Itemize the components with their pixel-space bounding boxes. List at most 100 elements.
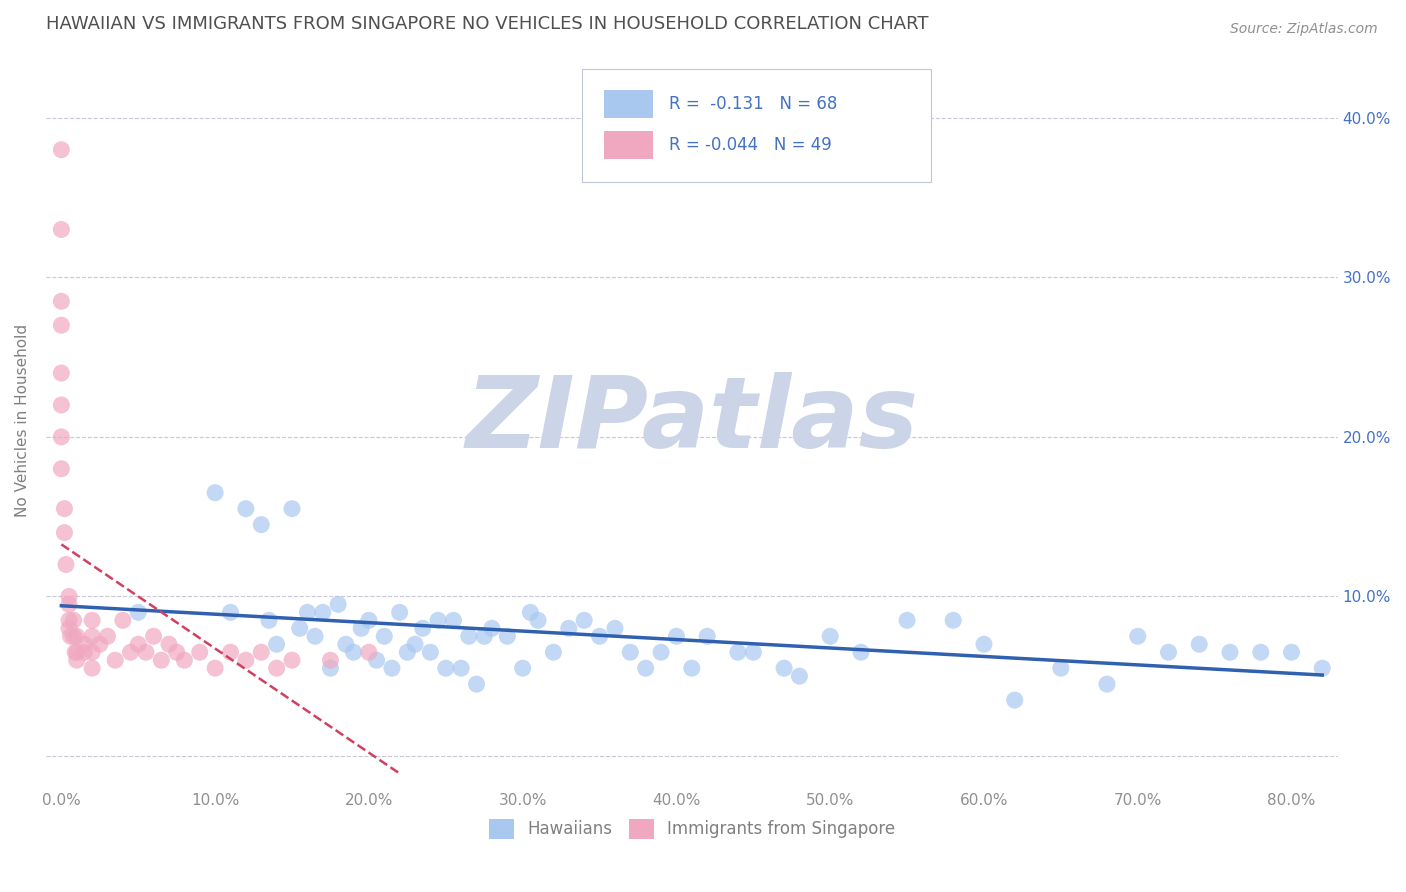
- Point: [104, 653, 127, 667]
- Point: [942, 613, 965, 627]
- Point: [55, 558, 77, 572]
- Point: [82, 629, 104, 643]
- Point: [51, 366, 73, 380]
- Point: [51, 462, 73, 476]
- Point: [1310, 661, 1333, 675]
- Point: [481, 621, 503, 635]
- Point: [82, 645, 104, 659]
- Point: [120, 645, 142, 659]
- Point: [727, 645, 749, 659]
- Point: [319, 661, 342, 675]
- Point: [257, 613, 280, 627]
- Point: [1281, 645, 1303, 659]
- Point: [357, 645, 380, 659]
- Text: R = -0.044   N = 49: R = -0.044 N = 49: [669, 136, 831, 154]
- Point: [619, 645, 641, 659]
- Point: [281, 653, 304, 667]
- Point: [235, 501, 257, 516]
- Point: [58, 613, 80, 627]
- Point: [519, 605, 541, 619]
- Point: [58, 621, 80, 635]
- Point: [266, 637, 288, 651]
- Point: [357, 613, 380, 627]
- Point: [1004, 693, 1026, 707]
- Point: [63, 645, 86, 659]
- Text: R =  -0.131   N = 68: R = -0.131 N = 68: [669, 95, 837, 113]
- Point: [650, 645, 672, 659]
- Point: [127, 605, 149, 619]
- Point: [89, 637, 111, 651]
- Point: [558, 621, 581, 635]
- Point: [773, 661, 796, 675]
- Point: [51, 398, 73, 412]
- Point: [1188, 637, 1211, 651]
- Point: [1219, 645, 1241, 659]
- Y-axis label: No Vehicles in Household: No Vehicles in Household: [15, 325, 30, 517]
- Point: [742, 645, 765, 659]
- Point: [235, 653, 257, 667]
- Point: [603, 621, 626, 635]
- Point: [204, 661, 226, 675]
- Point: [127, 637, 149, 651]
- Point: [281, 501, 304, 516]
- Point: [404, 637, 426, 651]
- FancyBboxPatch shape: [605, 131, 652, 159]
- Point: [434, 661, 457, 675]
- Point: [419, 645, 441, 659]
- Point: [53, 525, 76, 540]
- Point: [111, 613, 134, 627]
- Point: [66, 653, 89, 667]
- Point: [82, 661, 104, 675]
- Point: [53, 501, 76, 516]
- Point: [62, 613, 84, 627]
- Point: [696, 629, 718, 643]
- Point: [366, 653, 388, 667]
- Point: [543, 645, 565, 659]
- Point: [66, 629, 89, 643]
- Point: [312, 605, 335, 619]
- Point: [59, 629, 82, 643]
- Point: [142, 629, 165, 643]
- Point: [572, 613, 595, 627]
- Point: [412, 621, 434, 635]
- Point: [512, 661, 534, 675]
- Point: [472, 629, 495, 643]
- Point: [381, 661, 404, 675]
- Point: [1095, 677, 1118, 691]
- Point: [204, 485, 226, 500]
- Point: [51, 222, 73, 236]
- Point: [304, 629, 326, 643]
- Point: [681, 661, 703, 675]
- Point: [166, 645, 188, 659]
- Point: [818, 629, 841, 643]
- Point: [82, 613, 104, 627]
- Text: ZIPatlas: ZIPatlas: [465, 373, 918, 469]
- Point: [527, 613, 550, 627]
- Point: [588, 629, 610, 643]
- FancyBboxPatch shape: [605, 90, 652, 118]
- Point: [219, 645, 242, 659]
- Point: [496, 629, 519, 643]
- Text: Source: ZipAtlas.com: Source: ZipAtlas.com: [1230, 22, 1378, 37]
- Point: [288, 621, 311, 635]
- Point: [297, 605, 319, 619]
- Point: [665, 629, 688, 643]
- Point: [457, 629, 479, 643]
- Point: [789, 669, 811, 683]
- Point: [66, 645, 89, 659]
- Point: [51, 143, 73, 157]
- Point: [373, 629, 395, 643]
- Point: [62, 629, 84, 643]
- Point: [1126, 629, 1149, 643]
- Point: [319, 653, 342, 667]
- Point: [219, 605, 242, 619]
- Point: [388, 605, 411, 619]
- Point: [973, 637, 995, 651]
- Point: [342, 645, 364, 659]
- Point: [1050, 661, 1073, 675]
- Point: [135, 645, 157, 659]
- Point: [73, 637, 96, 651]
- Point: [250, 517, 273, 532]
- Point: [173, 653, 195, 667]
- FancyBboxPatch shape: [582, 69, 931, 183]
